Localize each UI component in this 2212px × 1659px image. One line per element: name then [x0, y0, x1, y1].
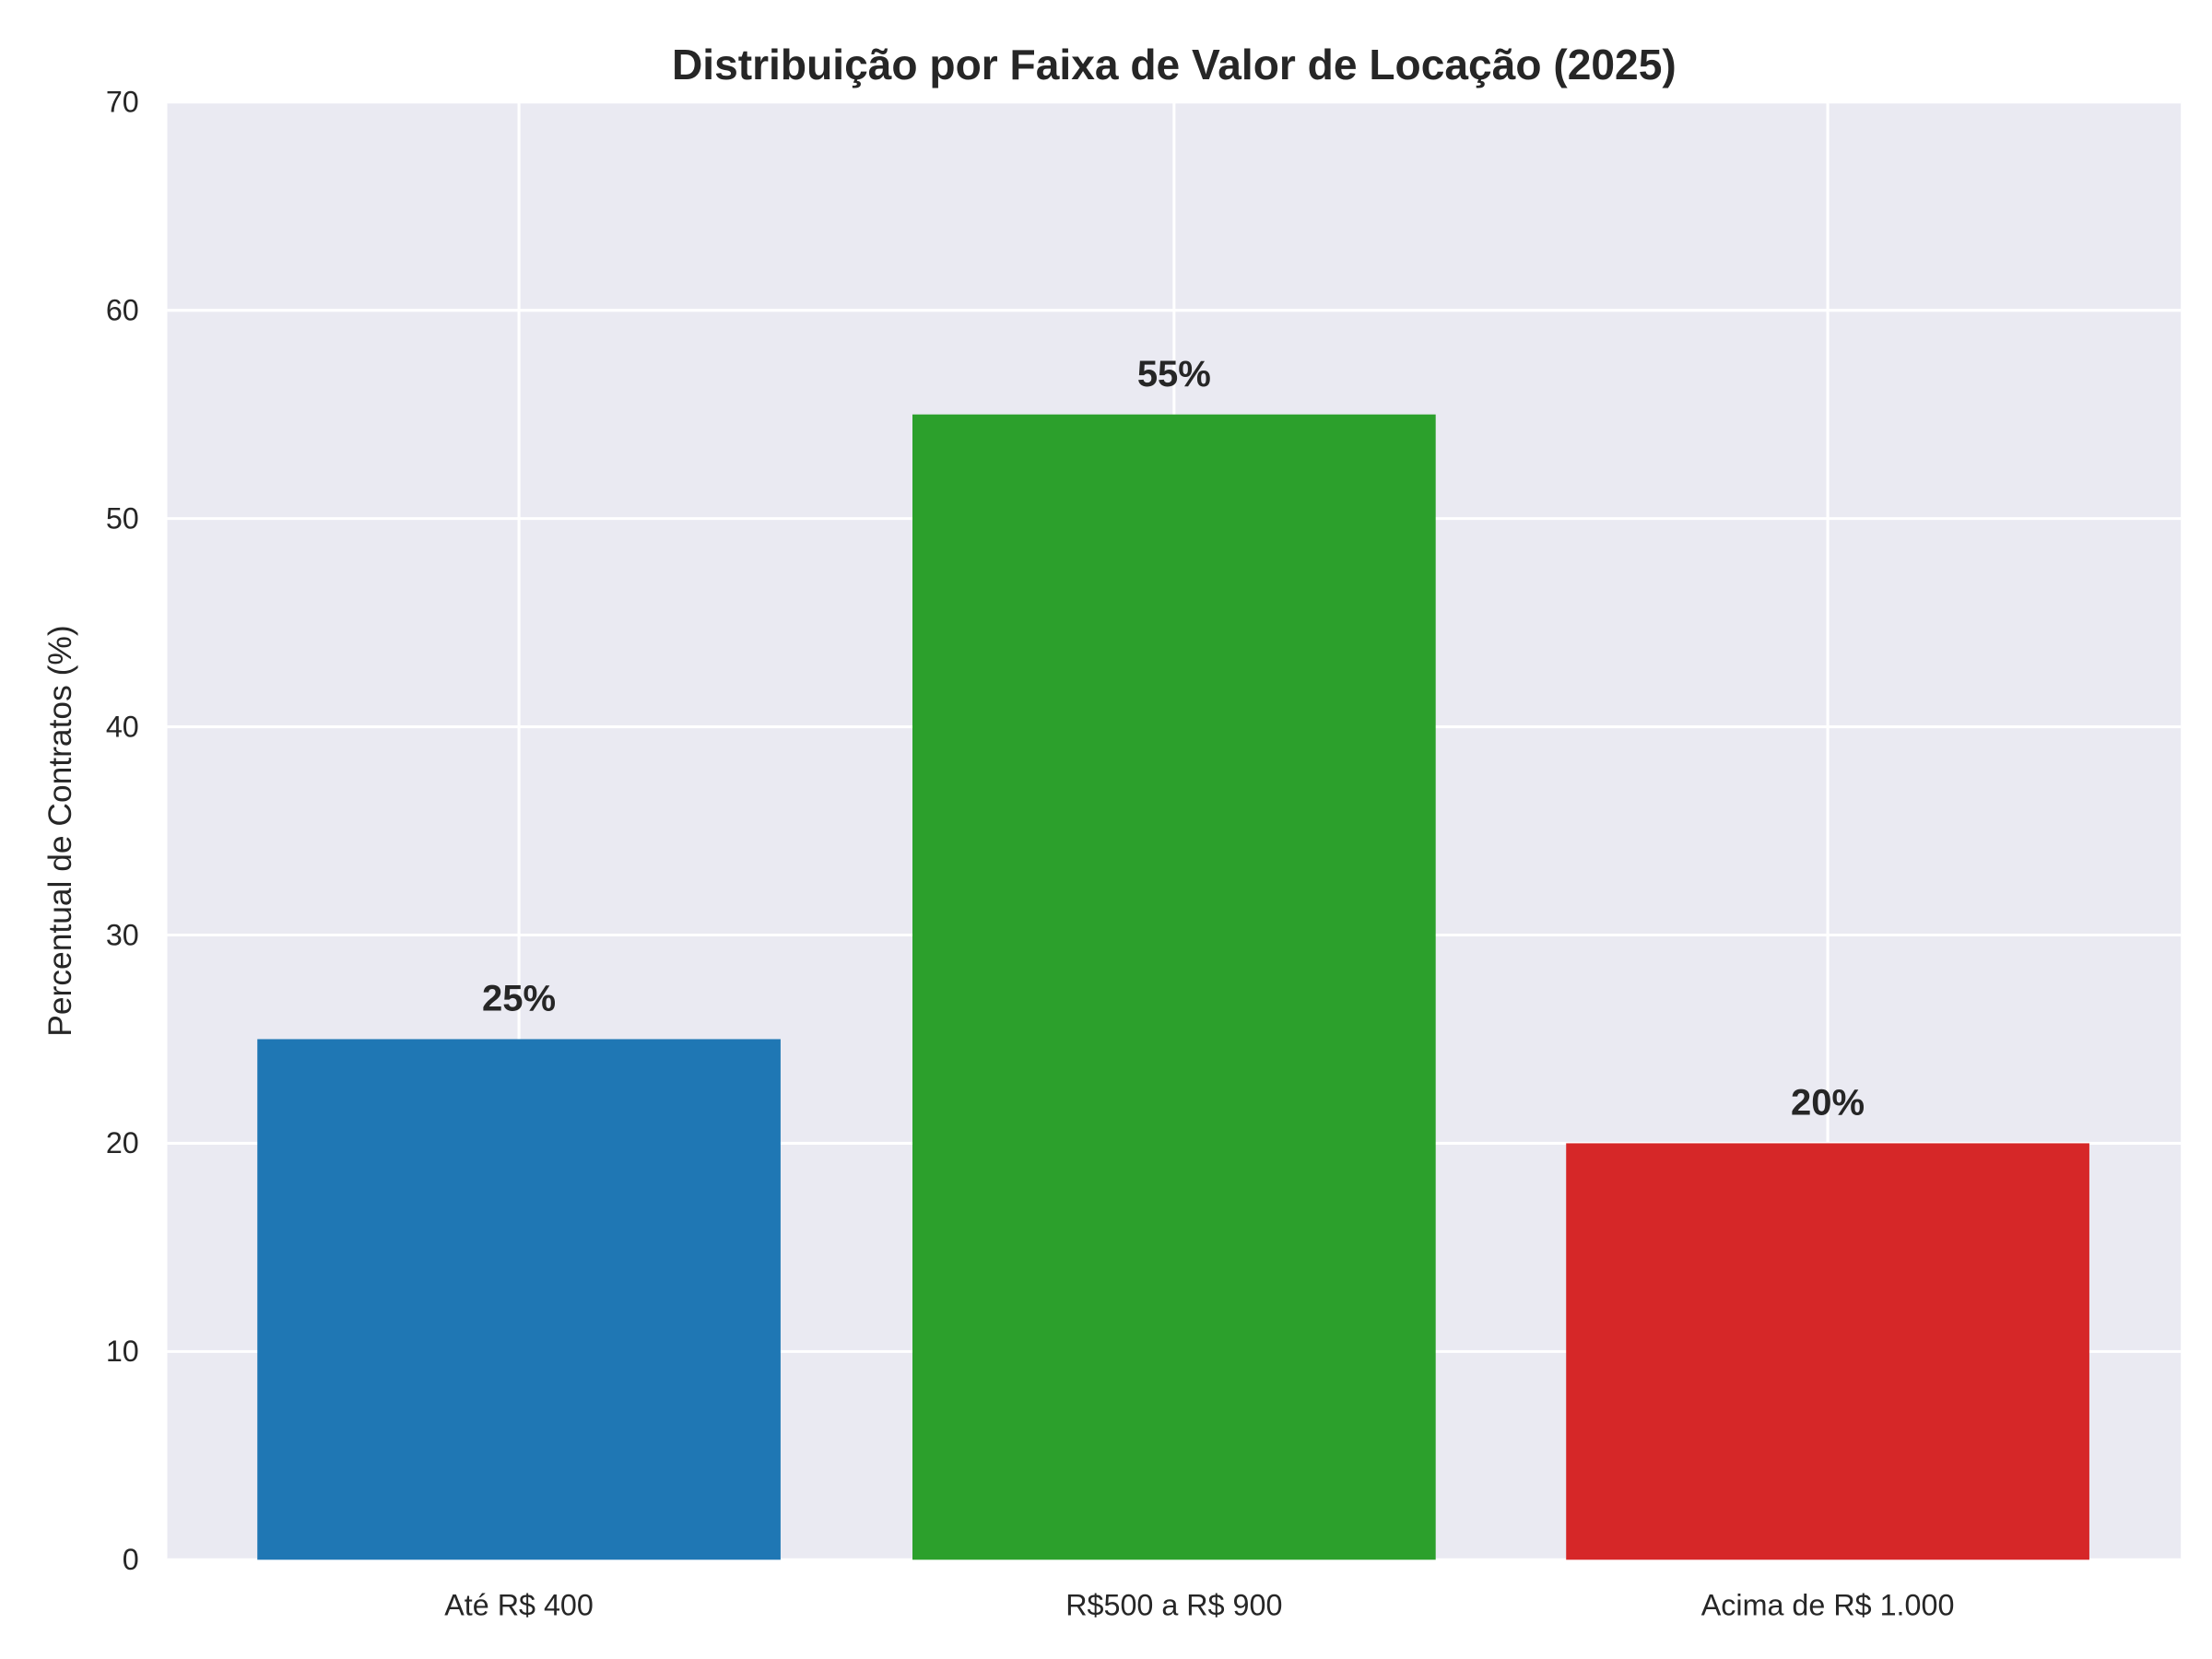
y-tick-label: 0 — [123, 1543, 139, 1576]
x-tick-label: Acima de R$ 1.000 — [1701, 1588, 1955, 1621]
bar — [912, 414, 1436, 1560]
x-axis-ticks: Até R$ 400 R$500 a R$ 900 Acima de R$ 1.00… — [444, 1588, 1954, 1621]
y-tick-label: 20 — [106, 1126, 139, 1159]
data-label: 20% — [1791, 1083, 1865, 1124]
chart-title: Distribuição por Faixa de Valor de Locaç… — [672, 41, 1677, 88]
y-tick-label: 10 — [106, 1335, 139, 1368]
y-tick-label: 50 — [106, 501, 139, 535]
y-tick-label: 70 — [106, 86, 139, 119]
y-tick-label: 30 — [106, 918, 139, 951]
y-axis-label: Percentual de Contratos (%) — [42, 625, 78, 1036]
data-label: 55% — [1137, 354, 1211, 394]
data-label: 25% — [482, 979, 556, 1019]
bar — [257, 1039, 781, 1560]
bar — [1566, 1143, 2089, 1560]
x-tick-label: R$500 a R$ 900 — [1065, 1588, 1282, 1621]
y-tick-label: 40 — [106, 710, 139, 743]
y-tick-label: 60 — [106, 293, 139, 326]
bars: 25% 55% 20% — [257, 354, 2089, 1560]
x-tick-label: Até R$ 400 — [444, 1588, 594, 1621]
y-axis-ticks: 0 10 20 30 40 50 60 70 — [106, 86, 139, 1577]
